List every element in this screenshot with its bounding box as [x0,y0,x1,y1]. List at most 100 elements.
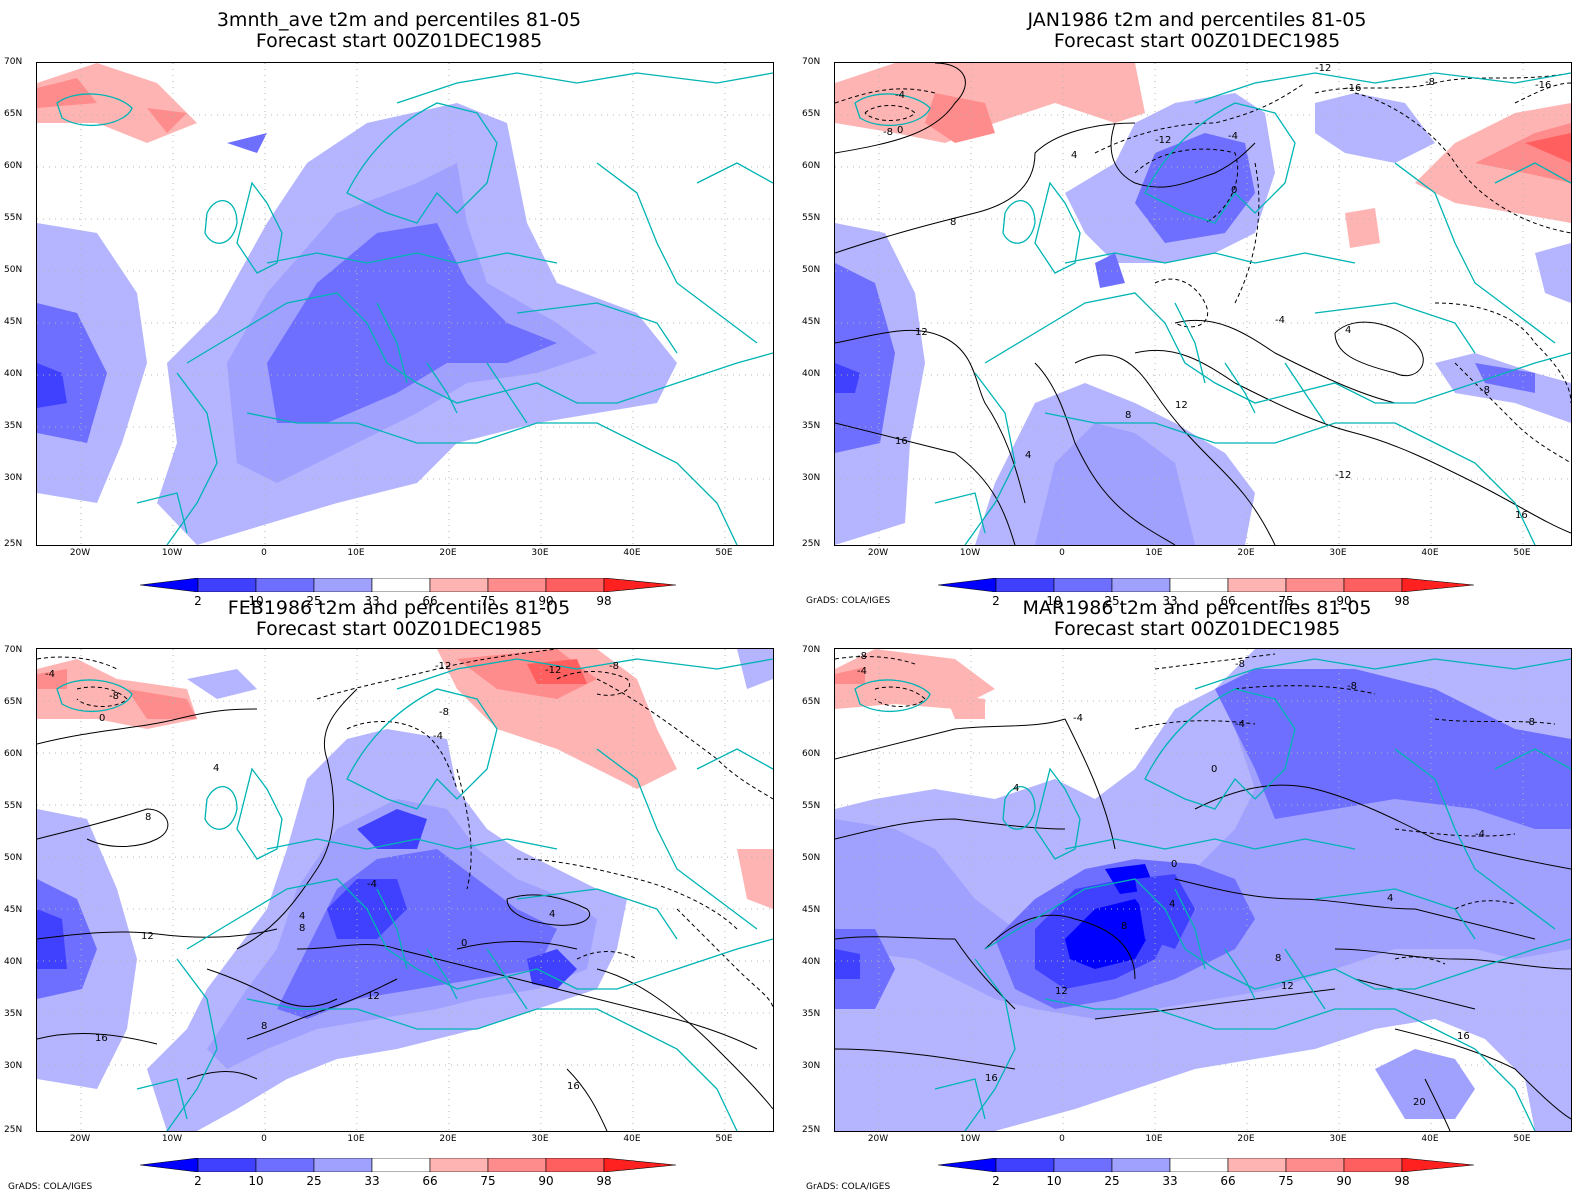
lat-label: 60N [4,161,23,171]
contour-label: -4 [1475,829,1485,840]
lon-label: 20W [867,548,889,558]
colorbar-label: 66 [422,594,438,608]
lon-label: 0 [261,548,267,558]
lat-label: 35N [802,1009,821,1019]
lon-label: 10E [1145,1134,1163,1144]
contour-label: 8 [261,1021,267,1032]
lat-label: 45N [802,317,821,327]
contour-label: 8 [1275,953,1281,964]
lat-label: 50N [4,853,23,863]
lon-label: 30E [531,1134,549,1144]
lat-label: 65N [4,109,23,119]
lon-label: 0 [1059,1134,1065,1144]
contour-label: -4 [1073,713,1083,724]
contour-label: 12 [141,931,154,942]
colorbar-label: 25 [1104,1174,1120,1188]
lon-label: 20W [69,1134,91,1144]
colorbar-label: 10 [248,1174,264,1188]
lat-label: 65N [802,109,821,119]
map-plot-area: -12 -16 -8 -4 0 4 8 12 16 -8 -4 0 4 8 12… [834,62,1572,546]
colorbar-label: 98 [596,594,612,608]
contour-label: 16 [1457,1031,1470,1042]
grads-credit: GrADS: COLA/IGES [806,596,891,606]
lon-label: 40E [1421,1134,1439,1144]
lon-label: 10W [959,548,981,558]
contour-label: 16 [1515,510,1528,521]
contour-label: 4 [213,763,219,774]
lon-label: 40E [1421,548,1439,558]
contour-label: -12 [1155,135,1171,146]
panel-title-line2: Forecast start 00Z01DEC1985 [1053,30,1341,52]
colorbar-label: 66 [1220,1174,1236,1188]
lat-label: 50N [802,853,821,863]
lon-label: 10E [347,548,365,558]
contour-label: -12 [435,661,451,672]
lat-label: 35N [4,421,23,431]
lon-label: 20W [69,548,91,558]
contour-label: -8 [1235,659,1245,670]
contour-label: -16 [1535,80,1551,91]
colorbar-label: 33 [364,1174,380,1188]
colorbar-label: 90 [538,594,554,608]
map-plot-area: -4 -8 0 4 -12 -8 -4 4 8 12 16 8 -4 0 4 8… [36,648,774,1132]
lat-label: 25N [4,539,23,549]
lon-label: 50E [715,1134,733,1144]
contour-label: 12 [367,991,380,1002]
contour-label: -8 [1525,717,1535,728]
contour-label: 0 [897,125,903,136]
contour-label: 0 [1171,859,1177,870]
lon-label: 30E [1329,548,1347,558]
colorbar-label: 33 [364,594,380,608]
contour-label: -4 [1235,719,1245,730]
contour-label: -8 [1480,385,1490,396]
lat-label: 55N [802,801,821,811]
contour-label: 8 [1121,921,1127,932]
contour-label: -4 [857,666,867,677]
contour-label: -4 [1228,131,1238,142]
contour-label: 4 [1013,783,1019,794]
lon-label: 20E [439,1134,457,1144]
lon-label: 20E [1237,1134,1255,1144]
contour-label: -8 [883,127,893,138]
colorbar-label: 33 [1162,1174,1178,1188]
contour-label: 4 [549,909,555,920]
contour-label: 8 [145,812,151,823]
lon-label: 50E [715,548,733,558]
lat-label: 70N [802,57,821,67]
colorbar-label: 98 [1394,594,1410,608]
colorbar-label: 33 [1162,594,1178,608]
lon-label: 10E [347,1134,365,1144]
lon-label: 0 [1059,548,1065,558]
contour-label: 8 [299,923,305,934]
lat-label: 60N [802,749,821,759]
contour-label: -8 [857,651,867,662]
lat-label: 35N [4,1009,23,1019]
lon-label: 10W [161,1134,183,1144]
lon-label: 50E [1513,1134,1531,1144]
lat-label: 50N [4,265,23,275]
lat-label: 60N [4,749,23,759]
map-plot-area: -8 -4 -8 -4 0 4 8 12 16 20 -4 -8 4 0 4 8… [834,648,1572,1132]
contour-label: 16 [95,1033,108,1044]
contour-label: -8 [439,707,449,718]
contour-label: 4 [1387,893,1393,904]
lat-label: 35N [802,421,821,431]
contour-label: -4 [895,90,905,101]
contour-label: -4 [367,879,377,890]
lon-label: 50E [1513,548,1531,558]
lat-label: 30N [4,473,23,483]
colorbar-label: 10 [248,594,264,608]
colorbar-label: 75 [480,1174,496,1188]
contour-label: -16 [1345,83,1361,94]
panel-title-line1: JAN1986 t2m and percentiles 81-05 [1027,9,1367,31]
map-panel-3: FEB1986 t2m and percentiles 81-05 Foreca… [0,598,798,1196]
lat-label: 40N [4,369,23,379]
lat-label: 40N [4,957,23,967]
colorbar-label: 90 [538,1174,554,1188]
colorbar-label: 90 [1336,1174,1352,1188]
lon-label: 10W [959,1134,981,1144]
contour-label: 20 [1413,1097,1426,1108]
lat-label: 30N [4,1061,23,1071]
percentile-colorbar [140,578,676,592]
colorbar-label: 10 [1046,1174,1062,1188]
